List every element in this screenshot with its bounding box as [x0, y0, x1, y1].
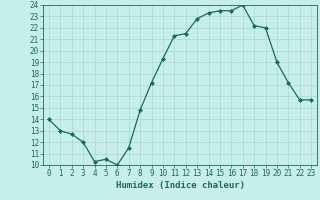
X-axis label: Humidex (Indice chaleur): Humidex (Indice chaleur) [116, 181, 244, 190]
